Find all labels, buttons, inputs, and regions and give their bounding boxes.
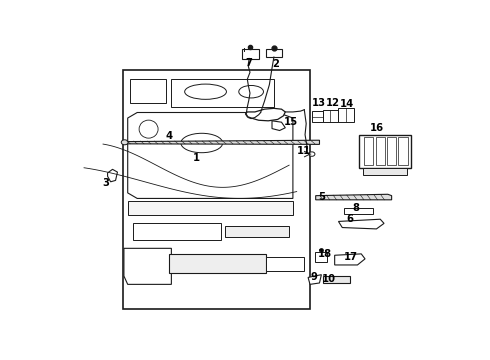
Bar — [129, 79, 166, 103]
Bar — [376, 138, 385, 165]
Bar — [123, 69, 310, 309]
Bar — [315, 252, 327, 262]
Text: 8: 8 — [352, 203, 359, 213]
Text: 7: 7 — [246, 58, 253, 68]
Polygon shape — [124, 248, 172, 284]
Text: 2: 2 — [272, 59, 279, 69]
Text: 14: 14 — [340, 99, 354, 109]
Bar — [267, 49, 281, 57]
Text: 15: 15 — [284, 117, 298, 127]
Text: 9: 9 — [310, 273, 317, 283]
Text: 4: 4 — [166, 131, 173, 141]
Circle shape — [121, 140, 128, 145]
Polygon shape — [339, 219, 384, 229]
Bar — [242, 49, 259, 59]
Text: 12: 12 — [326, 98, 340, 108]
Bar — [339, 108, 354, 122]
Text: 13: 13 — [312, 98, 326, 108]
Text: 16: 16 — [370, 123, 384, 133]
Bar — [133, 223, 220, 240]
Text: 18: 18 — [318, 249, 332, 259]
Bar — [387, 138, 396, 165]
Bar — [322, 276, 350, 283]
Bar — [170, 254, 267, 273]
Text: 3: 3 — [102, 178, 109, 188]
Polygon shape — [316, 194, 392, 200]
Text: 5: 5 — [318, 192, 325, 202]
Circle shape — [309, 152, 315, 156]
Polygon shape — [108, 169, 118, 182]
Bar — [224, 226, 289, 237]
Ellipse shape — [185, 84, 226, 99]
Bar — [344, 208, 372, 214]
Bar — [172, 79, 274, 107]
Bar — [312, 111, 322, 122]
Polygon shape — [245, 108, 285, 121]
Bar — [267, 257, 304, 270]
Bar — [359, 135, 411, 168]
Polygon shape — [335, 254, 365, 265]
Text: 17: 17 — [343, 252, 358, 262]
Text: 6: 6 — [346, 214, 353, 224]
Polygon shape — [123, 140, 319, 144]
Bar — [398, 138, 408, 165]
Bar — [363, 168, 407, 175]
Text: 1: 1 — [193, 153, 199, 163]
Polygon shape — [272, 121, 285, 131]
Bar — [323, 110, 338, 122]
Bar — [364, 138, 373, 165]
Polygon shape — [128, 112, 293, 198]
Text: 11: 11 — [296, 146, 311, 156]
Ellipse shape — [239, 85, 264, 98]
Text: 10: 10 — [322, 274, 336, 284]
Polygon shape — [308, 275, 321, 284]
Bar — [128, 201, 293, 215]
